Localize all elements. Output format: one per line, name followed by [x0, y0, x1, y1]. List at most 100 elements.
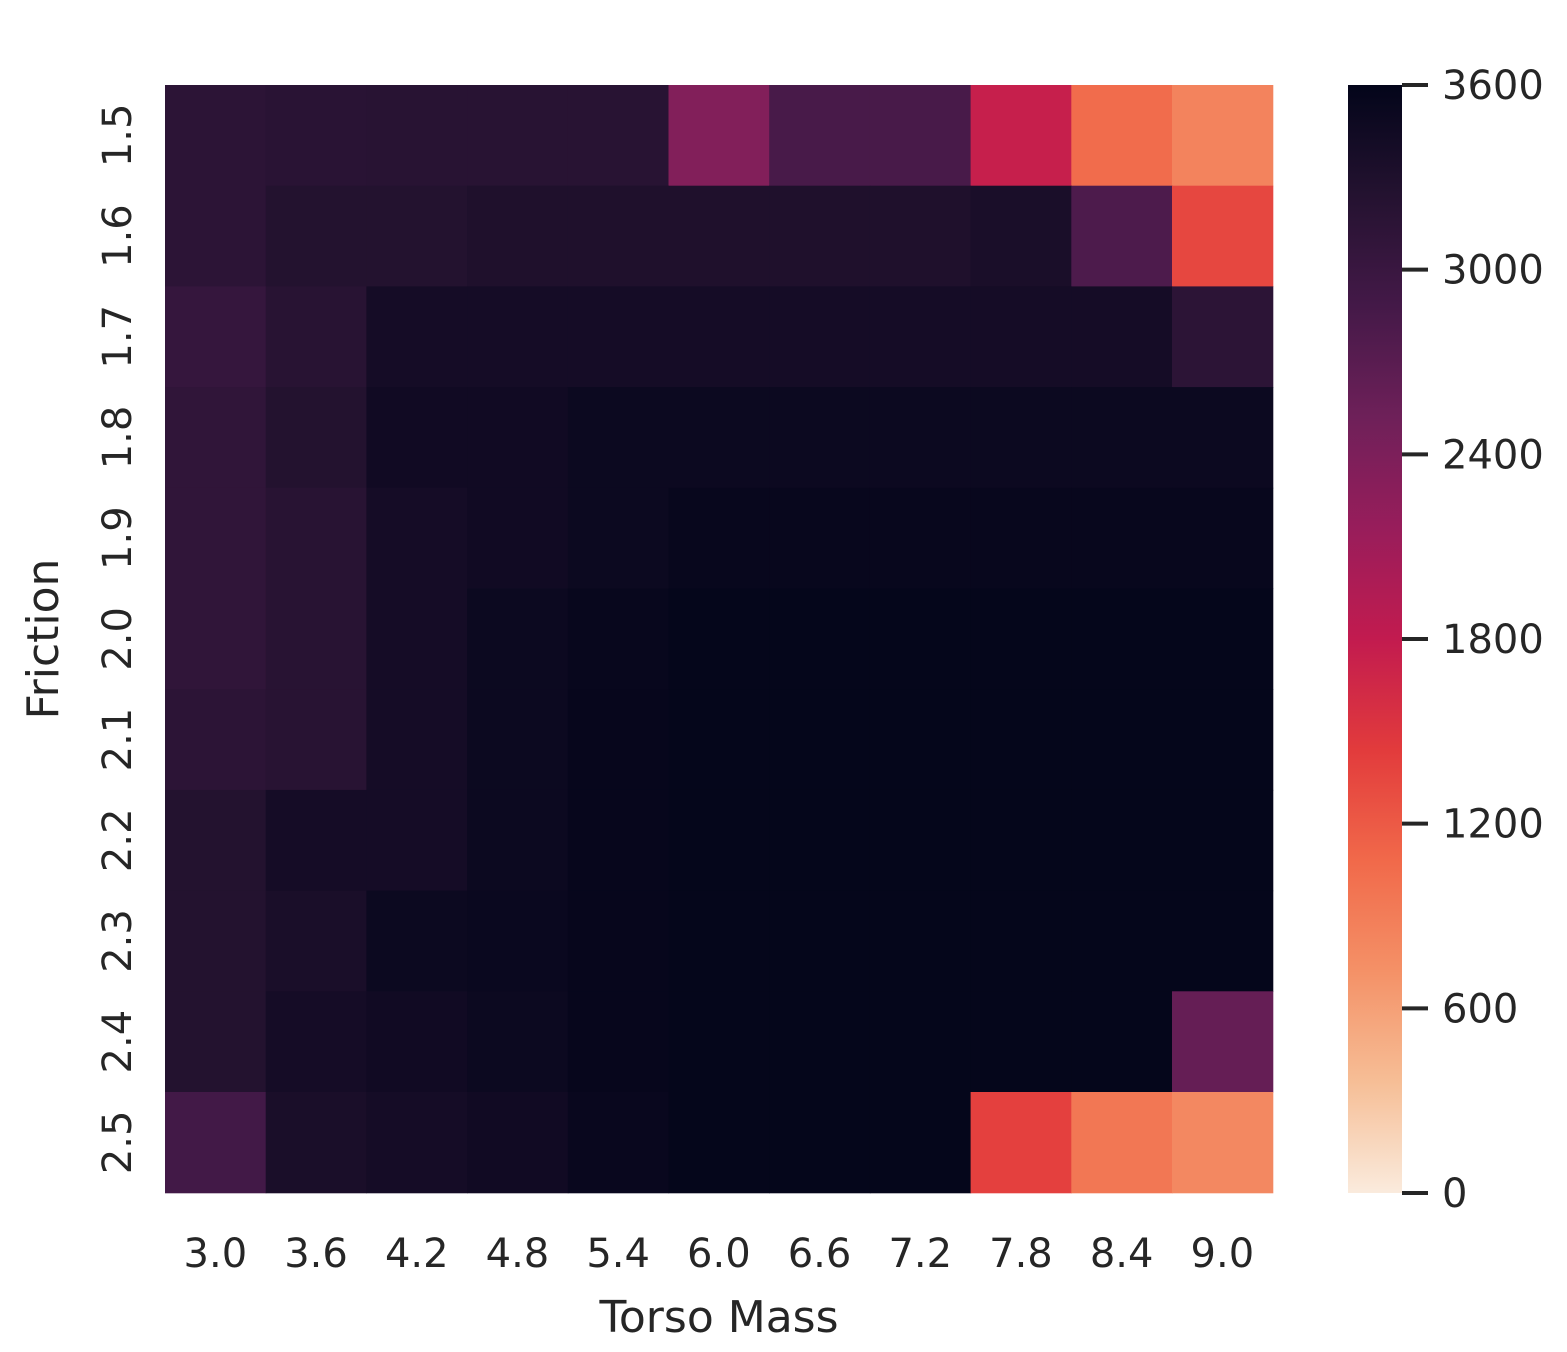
heatmap-cell: [668, 85, 770, 187]
heatmap-cell: [869, 85, 972, 187]
heatmap-cell: [668, 185, 770, 287]
heatmap-cell: [769, 991, 871, 1093]
heatmap-cell: [165, 487, 267, 590]
heatmap-cell: [769, 185, 871, 287]
heatmap-cell: [366, 85, 468, 187]
heatmap-cell: [366, 185, 468, 287]
heatmap-cell: [567, 487, 670, 590]
heatmap-cell: [567, 991, 670, 1093]
heatmap-cell: [366, 689, 468, 791]
heatmap-cell: [265, 890, 367, 992]
y-tick-label: 1.7: [95, 305, 141, 369]
colorbar-tick-label: 600: [1442, 986, 1518, 1032]
heatmap-cell: [1071, 890, 1173, 992]
heatmap-cell: [668, 991, 770, 1093]
heatmap-cell: [467, 185, 569, 287]
heatmap-cell: [1172, 85, 1274, 187]
heatmap-cell: [467, 991, 569, 1093]
heatmap-cell: [1172, 890, 1274, 992]
heatmap-cell: [970, 286, 1072, 388]
y-tick-label: 2.0: [95, 607, 141, 671]
y-tick-label: 1.5: [95, 104, 141, 168]
heatmap-cell: [265, 185, 367, 287]
x-tick-label: 3.0: [184, 1231, 248, 1277]
heatmap-cell: [970, 1092, 1072, 1194]
heatmap-cell: [265, 1092, 367, 1194]
heatmap-cell: [467, 487, 569, 590]
heatmap-cell: [265, 85, 367, 187]
heatmap-cell: [769, 890, 871, 992]
heatmap-cell: [869, 890, 972, 992]
heatmap-cell: [970, 991, 1072, 1093]
heatmap-cell: [1172, 185, 1274, 287]
heatmap-cell: [869, 286, 972, 388]
heatmap-cell: [467, 85, 569, 187]
heatmap-cell: [1172, 588, 1274, 690]
heatmap-cell: [265, 991, 367, 1093]
heatmap-cell: [1172, 991, 1274, 1093]
heatmap-cell: [265, 286, 367, 388]
y-tick-label: 2.3: [95, 909, 141, 973]
heatmap-cell: [366, 588, 468, 690]
heatmap-cell: [165, 689, 267, 791]
heatmap-cell: [265, 588, 367, 690]
y-tick-label: 1.6: [95, 204, 141, 268]
heatmap-cell: [165, 991, 267, 1093]
heatmap-cell: [769, 789, 871, 892]
heatmap-cell: [265, 487, 367, 590]
heatmap-cell: [366, 890, 468, 992]
heatmap-cell: [165, 588, 267, 690]
colorbar-tick-label: 3600: [1442, 63, 1544, 109]
x-tick-label: 4.8: [486, 1231, 550, 1277]
heatmap-cell: [1172, 286, 1274, 388]
heatmap-cell: [869, 487, 972, 590]
heatmap-cell: [467, 387, 569, 489]
heatmap-cell: [970, 890, 1072, 992]
heatmap-cell: [567, 1092, 670, 1194]
heatmap-cell: [769, 286, 871, 388]
heatmap-cell: [366, 789, 468, 892]
heatmap-cell: [668, 1092, 770, 1194]
heatmap-cell: [1172, 789, 1274, 892]
heatmap-cell: [668, 789, 770, 892]
heatmap-cell: [1071, 185, 1173, 287]
y-tick-label: 2.4: [95, 1010, 141, 1074]
heatmap-cell: [165, 789, 267, 892]
heatmap-cell: [467, 588, 569, 690]
colorbar-tick-label: 1200: [1442, 802, 1544, 848]
y-tick-label: 2.2: [95, 808, 141, 872]
colorbar-tick-label: 2400: [1442, 432, 1544, 478]
heatmap-cell: [1071, 286, 1173, 388]
heatmap-cell: [567, 890, 670, 992]
heatmap-cell: [265, 789, 367, 892]
x-tick-label: 7.2: [888, 1231, 952, 1277]
heatmap-cell: [1071, 1092, 1173, 1194]
heatmap-cell: [1071, 85, 1173, 187]
heatmap-cell: [265, 689, 367, 791]
heatmap-cell: [567, 185, 670, 287]
heatmap-cell: [467, 890, 569, 992]
heatmap-cell: [567, 85, 670, 187]
heatmap-cell: [366, 991, 468, 1093]
heatmap-cell: [366, 1092, 468, 1194]
heatmap-cell: [668, 890, 770, 992]
heatmap-cell: [970, 689, 1072, 791]
y-tick-label: 2.1: [95, 708, 141, 772]
y-tick-label: 2.5: [95, 1111, 141, 1175]
x-tick-label: 8.4: [1090, 1231, 1154, 1277]
heatmap-cell: [467, 1092, 569, 1194]
colorbar-tick-label: 3000: [1442, 248, 1544, 294]
x-axis-label: Torso Mass: [598, 1292, 838, 1343]
heatmap-cell: [869, 789, 972, 892]
heatmap-cell: [769, 85, 871, 187]
heatmap-cell: [567, 286, 670, 388]
heatmap-cell: [265, 387, 367, 489]
heatmap-cell: [567, 789, 670, 892]
heatmap-cell: [1172, 387, 1274, 489]
heatmap-cell: [970, 588, 1072, 690]
heatmap-cell: [869, 185, 972, 287]
heatmap-cell: [165, 387, 267, 489]
heatmap-cell: [567, 387, 670, 489]
y-tick-label: 1.8: [95, 406, 141, 470]
